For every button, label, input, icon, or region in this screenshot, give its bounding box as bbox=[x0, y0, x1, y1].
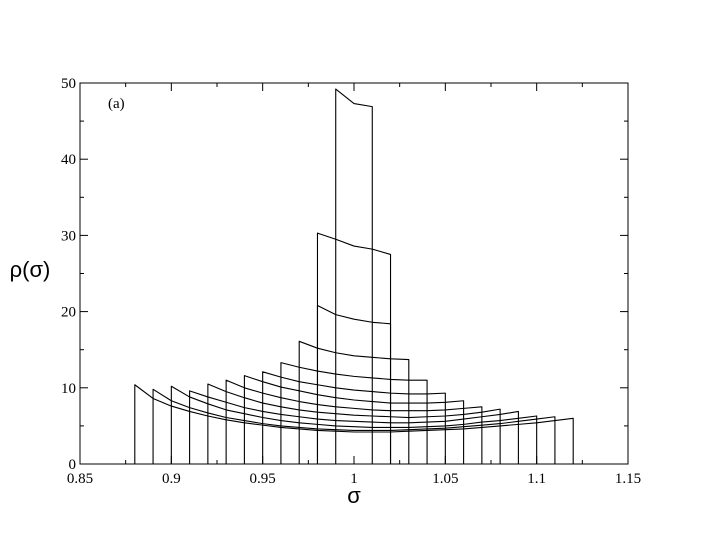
x-tick-label: 1.15 bbox=[615, 471, 641, 487]
plot-frame bbox=[79, 82, 629, 465]
series-line-11 bbox=[316, 304, 392, 464]
axis-ticks: 0.85 0.9 0.95 1 1.05 1.1 1.15 0 10 20 30 40 50 bbox=[61, 76, 641, 487]
y-tick-label: 10 bbox=[61, 381, 76, 397]
x-tick-label: 1.05 bbox=[432, 471, 458, 487]
y-tick-label: 30 bbox=[61, 228, 76, 244]
series-line-9 bbox=[280, 362, 428, 464]
x-tick-label: 0.9 bbox=[162, 471, 181, 487]
y-tick-label: 40 bbox=[61, 152, 76, 168]
y-axis-title: ρ(σ) bbox=[10, 257, 51, 282]
series-line-4 bbox=[189, 390, 519, 464]
x-tick-label: 0.85 bbox=[67, 471, 93, 487]
series-line-7 bbox=[243, 375, 465, 464]
x-tick-label: 1.1 bbox=[527, 471, 546, 487]
x-tick-label: 0.95 bbox=[250, 471, 276, 487]
x-tick-label: 1 bbox=[350, 471, 358, 487]
series-line-6 bbox=[225, 379, 483, 464]
y-tick-label: 0 bbox=[69, 457, 77, 473]
panel-label: (a) bbox=[108, 96, 125, 112]
series-line-8 bbox=[262, 371, 446, 464]
series-line-10 bbox=[298, 340, 410, 464]
series-line-13 bbox=[335, 88, 373, 464]
series-group bbox=[134, 88, 574, 464]
y-tick-label: 50 bbox=[61, 76, 76, 92]
series-line-1 bbox=[134, 384, 574, 464]
y-tick-label: 20 bbox=[61, 305, 76, 321]
x-axis-title: σ bbox=[347, 483, 361, 508]
series-line-12 bbox=[316, 232, 392, 464]
series-line-3 bbox=[170, 385, 538, 464]
